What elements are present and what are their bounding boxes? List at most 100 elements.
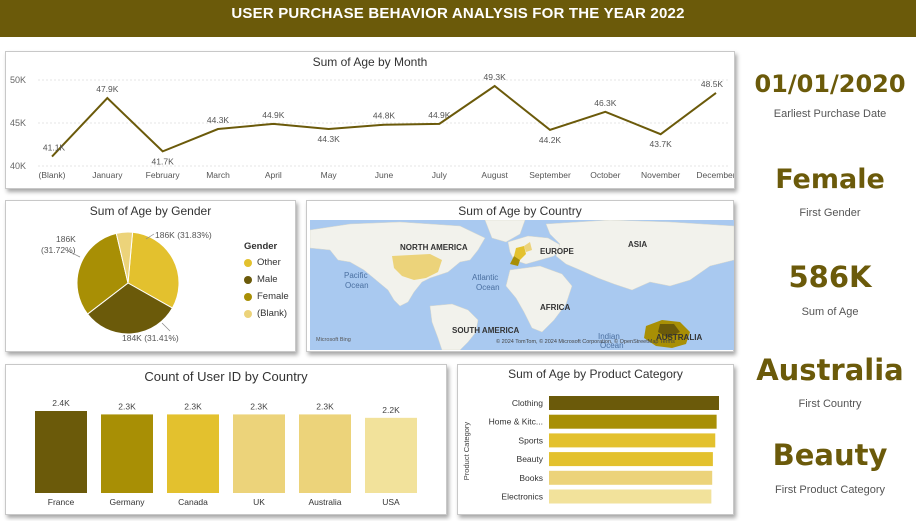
x-tick-label: August [481, 170, 508, 180]
map-title: Sum of Age by Country [458, 204, 582, 218]
pie-slice [115, 231, 134, 284]
bar [549, 433, 716, 448]
y-tick-label: Home & Kitc... [489, 417, 543, 427]
x-tick-label: France [48, 497, 75, 507]
legend-item-female[interactable]: Female [244, 291, 289, 302]
kpi-sum-age-label: Sum of Age [801, 306, 859, 318]
country-bar-title: Count of User ID by Country [144, 369, 308, 384]
country-bar-panel[interactable]: Count of User ID by Country 2.4K France 2.… [5, 364, 447, 515]
legend-dot [244, 292, 252, 301]
data-label: 41.1K [43, 143, 66, 153]
data-label: 184K (31.41%) [122, 333, 179, 343]
kpi-first-country-label: First Country [798, 398, 862, 410]
x-tick-label: Canada [178, 497, 208, 507]
bar [549, 452, 713, 467]
map-label-indian: Indian [598, 332, 620, 341]
map-label-pacific-ocean: Ocean [345, 281, 369, 290]
leader-line [67, 250, 81, 258]
y-tick-label: 50K [10, 75, 26, 85]
world-map[interactable]: NORTH AMERICA EUROPE ASIA Pacific Ocean … [310, 220, 734, 350]
kpi-first-gender-value: Female [775, 164, 885, 195]
bar [549, 396, 719, 410]
map-label-asia: ASIA [628, 240, 647, 249]
y-tick-label: Sports [518, 435, 543, 445]
data-label: (31.72%) [41, 245, 76, 255]
legend-label: Other [257, 257, 281, 268]
pie-chart-panel[interactable]: Sum of Age by Gender 186K (31.83%) 184K (… [5, 200, 296, 352]
x-tick-label: June [375, 170, 394, 180]
map-bing-logo: Microsoft Bing [316, 337, 351, 343]
kpi-first-product-label: First Product Category [774, 484, 886, 496]
data-label: 46.3K [594, 98, 617, 108]
bar [549, 470, 713, 485]
data-label: 2.3K [184, 401, 202, 411]
y-tick-label: Clothing [512, 398, 543, 408]
x-tick-label: November [641, 170, 680, 180]
y-tick-label: 40K [10, 161, 26, 171]
kpi-sum-age-value: 586K [788, 260, 872, 294]
bar [365, 417, 417, 493]
data-label: 44.9K [428, 110, 451, 120]
pie-slice [86, 282, 174, 335]
kpi-earliest-date-label: Earliest Purchase Date [773, 108, 887, 120]
line-chart-panel[interactable]: Sum of Age by Month 40K 45K 50K 41.1K (Blank… [5, 51, 735, 189]
line-chart-title: Sum of Age by Month [312, 55, 428, 69]
map-label-africa: AFRICA [540, 303, 570, 312]
gender-legend: Gender Other Male Female (Blank) [244, 241, 289, 325]
bar [101, 414, 153, 493]
kpi-first-gender-label: First Gender [799, 207, 861, 219]
x-tick-label: February [146, 170, 181, 180]
data-label: 2.3K [250, 401, 268, 411]
x-tick-label: September [529, 170, 571, 180]
legend-dot [244, 275, 252, 284]
legend-item-male[interactable]: Male [244, 274, 289, 285]
data-label: 44.9K [262, 110, 285, 120]
x-tick-label: Australia [308, 497, 341, 507]
map-label-indian-ocean: Ocean [600, 341, 624, 350]
legend-item-other[interactable]: Other [244, 257, 289, 268]
data-label: 44.3K [318, 134, 341, 144]
map-panel[interactable]: Sum of Age by Country NORTH AMERICA EURO… [306, 200, 734, 352]
y-tick-label: 45K [10, 118, 26, 128]
x-tick-label: January [92, 170, 123, 180]
kpi-first-country-value: Australia [756, 353, 904, 387]
x-tick-label: UK [253, 497, 265, 507]
product-bar-chart: Product Category Clothing Home & Kitc... Sp… [462, 396, 719, 504]
country-bar-chart: 2.4K France 2.3K Germany 2.3K Canada 2.3K UK 2.3… [35, 398, 417, 507]
bar [167, 414, 219, 493]
pie-slice [76, 232, 129, 315]
y-axis-label: Product Category [462, 422, 471, 481]
legend-label: Female [257, 291, 289, 302]
x-tick-label: (Blank) [39, 170, 66, 180]
map-label-atlantic-ocean: Ocean [476, 283, 500, 292]
x-tick-label: Germany [110, 497, 146, 507]
kpi-earliest-date-value: 01/01/2020 [754, 70, 906, 98]
data-label: 43.7K [650, 139, 673, 149]
legend-dot [244, 258, 252, 267]
product-bar-panel[interactable]: Sum of Age by Product Category Product C… [457, 364, 734, 515]
pie-chart-title: Sum of Age by Gender [89, 204, 212, 218]
legend-label: Male [257, 274, 278, 285]
data-label: 47.9K [96, 84, 119, 94]
bar [549, 414, 717, 429]
legend-label: (Blank) [257, 308, 288, 319]
x-tick-label: April [265, 170, 282, 180]
x-tick-label: USA [382, 497, 400, 507]
legend-item-blank[interactable]: (Blank) [244, 308, 289, 319]
bar [233, 414, 285, 493]
kpi-first-product-value: Beauty [772, 438, 888, 472]
x-tick-label: December [696, 170, 734, 180]
map-label-north-america: NORTH AMERICA [400, 243, 468, 252]
product-bar-title: Sum of Age by Product Category [508, 367, 683, 381]
data-label: 41.7K [152, 156, 175, 166]
header-banner: USER PURCHASE BEHAVIOR ANALYSIS FOR THE … [0, 0, 916, 37]
data-label: 2.4K [52, 398, 70, 408]
map-label-south-america: SOUTH AMERICA [452, 326, 519, 335]
map-attribution[interactable]: © 2024 TomTom, © 2024 Microsoft Corporat… [496, 338, 675, 345]
x-tick-label: July [432, 170, 448, 180]
pie-slice [127, 231, 180, 309]
leader-line [161, 322, 171, 332]
map-label-pacific: Pacific [344, 271, 368, 280]
data-label: 186K (31.83%) [155, 230, 212, 240]
page-title: USER PURCHASE BEHAVIOR ANALYSIS FOR THE … [231, 5, 685, 22]
